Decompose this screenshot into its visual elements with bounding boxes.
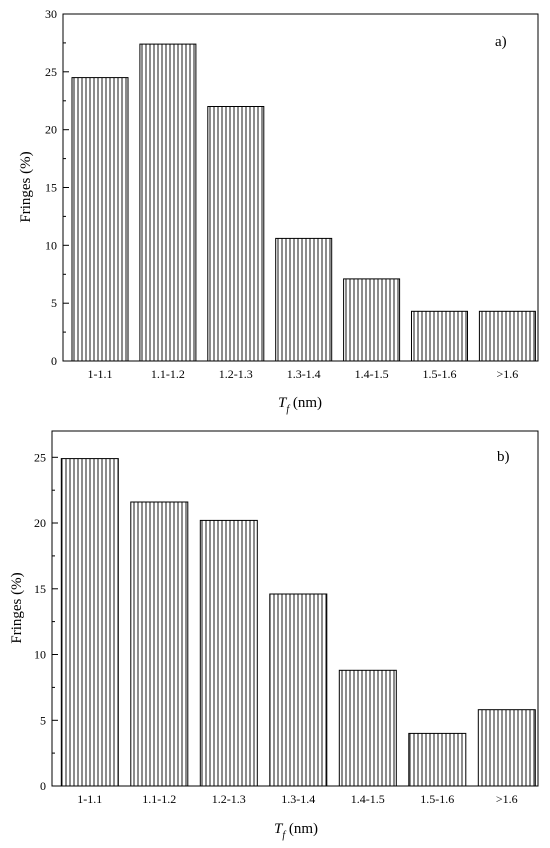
- y-tick-label: 0: [51, 354, 57, 368]
- bar-group: [71, 43, 536, 362]
- y-tick-label: 5: [51, 296, 57, 310]
- y-tick-label: 15: [45, 181, 57, 195]
- x-axis-title-subscript: f: [286, 404, 290, 415]
- x-tick-label: 1.5-1.6: [420, 792, 454, 806]
- x-tick-label: 1.1-1.2: [151, 367, 185, 381]
- bar-3: [207, 106, 265, 362]
- x-tick-label: 1.4-1.5: [355, 367, 389, 381]
- y-tick-label: 25: [34, 450, 46, 464]
- bar-3: [199, 519, 258, 787]
- bar-5: [343, 278, 401, 362]
- panel-label: b): [497, 449, 510, 465]
- y-tick-label: 15: [34, 582, 46, 596]
- x-axis-title-unit: (nm): [289, 395, 322, 411]
- bar-7: [478, 310, 536, 362]
- bar-2: [139, 43, 197, 362]
- y-tick-label: 20: [34, 516, 46, 530]
- bar-4: [269, 593, 328, 787]
- bar-group: [60, 458, 536, 787]
- panel-label: a): [495, 34, 507, 50]
- x-tick-label: 1.3-1.4: [287, 367, 321, 381]
- y-tick-label: 20: [45, 123, 57, 137]
- x-tick-label: 1.2-1.3: [212, 792, 246, 806]
- x-tick-label: 1.3-1.4: [281, 792, 315, 806]
- x-tick-label: 1.5-1.6: [423, 367, 457, 381]
- x-tick-label: 1.4-1.5: [351, 792, 385, 806]
- x-tick-label: 1.2-1.3: [219, 367, 253, 381]
- y-axis-title: Fringes (%): [18, 151, 34, 222]
- bar-5: [338, 669, 397, 787]
- x-axis-title-unit: (nm): [285, 821, 318, 837]
- x-tick-label: 1-1.1: [88, 367, 113, 381]
- bar-1: [71, 77, 129, 362]
- bar-6: [411, 310, 468, 362]
- bar-1: [60, 458, 119, 787]
- y-axis-ticks: 0 5 10 15 20 25 30: [45, 7, 69, 368]
- y-tick-label: 10: [34, 648, 46, 662]
- chart-panel-b: 0 5 10 15 20 25 1-1.1 1.1-1.2 1.2-1.3 1.3-1.4 1.4…: [9, 430, 539, 841]
- x-axis-ticks: 1-1.1 1.1-1.2 1.2-1.3 1.3-1.4 1.4-1.5 1.5-1.6…: [77, 792, 517, 806]
- x-axis-title-subscript: f: [282, 830, 286, 841]
- x-tick-label: 1.1-1.2: [142, 792, 176, 806]
- y-tick-label: 10: [45, 238, 57, 252]
- x-axis-title: Tf (nm): [274, 821, 318, 841]
- x-axis-title-symbol: T: [274, 821, 284, 837]
- x-tick-label: >1.6: [496, 792, 518, 806]
- bar-2: [130, 501, 189, 787]
- y-axis-title: Fringes (%): [9, 572, 25, 643]
- x-axis-title: Tf (nm): [278, 395, 322, 415]
- x-axis-title-symbol: T: [278, 395, 288, 411]
- x-tick-label: 1-1.1: [77, 792, 102, 806]
- x-tick-label: >1.6: [497, 367, 519, 381]
- bar-7: [477, 709, 536, 787]
- bar-4: [275, 237, 333, 362]
- y-tick-label: 30: [45, 7, 57, 21]
- x-axis-ticks: 1-1.1 1.1-1.2 1.2-1.3 1.3-1.4 1.4-1.5 1.5-1.6…: [88, 367, 519, 381]
- y-tick-label: 0: [40, 779, 46, 793]
- bar-6: [408, 732, 467, 787]
- y-tick-label: 25: [45, 65, 57, 79]
- y-axis-ticks: 0 5 10 15 20 25: [34, 450, 58, 793]
- y-tick-label: 5: [40, 713, 46, 727]
